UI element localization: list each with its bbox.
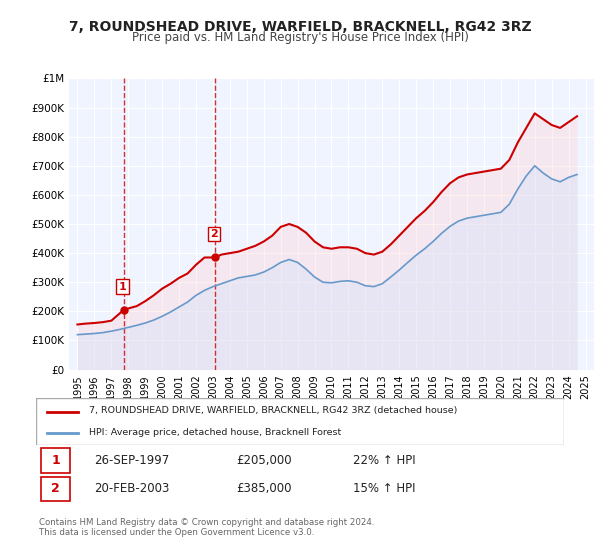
FancyBboxPatch shape (41, 477, 70, 501)
Text: £385,000: £385,000 (236, 483, 292, 496)
Text: 1: 1 (119, 282, 127, 292)
FancyBboxPatch shape (36, 398, 564, 445)
Text: HPI: Average price, detached house, Bracknell Forest: HPI: Average price, detached house, Brac… (89, 428, 341, 437)
Text: 15% ↑ HPI: 15% ↑ HPI (353, 483, 415, 496)
Text: Contains HM Land Registry data © Crown copyright and database right 2024.
This d: Contains HM Land Registry data © Crown c… (39, 518, 374, 538)
FancyBboxPatch shape (41, 449, 70, 473)
Text: 7, ROUNDSHEAD DRIVE, WARFIELD, BRACKNELL, RG42 3RZ: 7, ROUNDSHEAD DRIVE, WARFIELD, BRACKNELL… (68, 20, 532, 34)
Text: 1: 1 (51, 454, 60, 467)
Text: Price paid vs. HM Land Registry's House Price Index (HPI): Price paid vs. HM Land Registry's House … (131, 31, 469, 44)
Text: 26-SEP-1997: 26-SEP-1997 (94, 454, 169, 467)
Text: 20-FEB-2003: 20-FEB-2003 (94, 483, 169, 496)
Text: 22% ↑ HPI: 22% ↑ HPI (353, 454, 415, 467)
Text: 7, ROUNDSHEAD DRIVE, WARFIELD, BRACKNELL, RG42 3RZ (detached house): 7, ROUNDSHEAD DRIVE, WARFIELD, BRACKNELL… (89, 407, 457, 416)
Text: £205,000: £205,000 (236, 454, 292, 467)
Text: 2: 2 (210, 229, 218, 239)
Text: 2: 2 (51, 483, 60, 496)
